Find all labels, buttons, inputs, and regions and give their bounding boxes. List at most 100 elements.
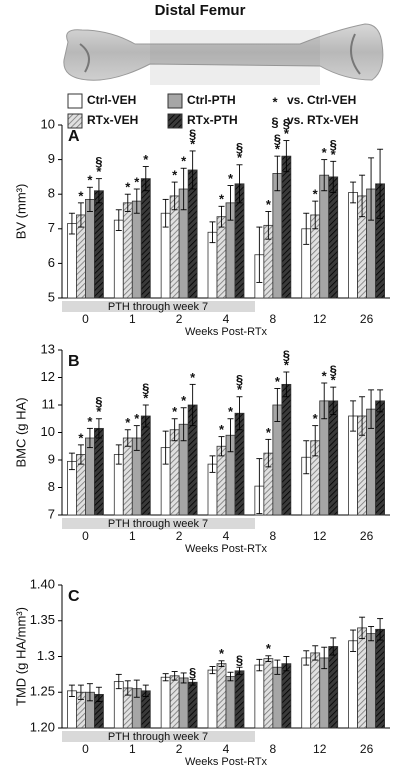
y-tick-label: 10 (41, 116, 55, 131)
y-tick-label: 7 (48, 506, 55, 521)
bar (366, 633, 376, 729)
y-axis-title: BV (mm³) (13, 184, 28, 240)
legend-label: RTx-PTH (187, 113, 238, 127)
legend-swatch (67, 113, 83, 129)
error-bar (77, 444, 84, 465)
y-tick-label: 8 (48, 186, 55, 201)
error-bar (283, 140, 290, 173)
error-bar (77, 202, 84, 228)
significance-marker: * (87, 173, 93, 188)
bar (178, 677, 189, 729)
bar (375, 628, 385, 729)
significance-marker: § (283, 347, 290, 362)
error-bar (115, 209, 122, 231)
significance-marker: * (284, 357, 290, 372)
significance-marker: * (237, 150, 243, 165)
x-tick-label: 26 (360, 529, 374, 543)
significance-marker: * (228, 404, 234, 419)
significance-marker: * (275, 142, 281, 157)
error-bar (321, 382, 328, 420)
error-bar (189, 383, 196, 427)
significance-marker: * (181, 393, 187, 408)
significance-marker: * (284, 126, 290, 141)
legend-swatch (167, 93, 183, 109)
bar (169, 429, 180, 516)
x-tick-label: 26 (360, 742, 374, 756)
error-bar (274, 388, 281, 422)
significance-marker: § (236, 140, 243, 155)
x-axis-title: Weeks Post-RTx (185, 543, 268, 555)
error-bar (368, 157, 375, 221)
bar (328, 176, 339, 299)
error-bar (274, 659, 281, 675)
error-bar (133, 188, 140, 214)
error-bar (236, 396, 243, 431)
error-bar (236, 164, 243, 204)
legend-symbol: § (271, 114, 278, 129)
error-bar (312, 200, 319, 230)
significance-marker: * (96, 404, 102, 419)
bar (94, 427, 104, 516)
significance-marker: * (322, 368, 328, 383)
x-tick-label: 8 (270, 312, 277, 326)
significance-marker: * (219, 646, 225, 661)
bar (216, 216, 227, 299)
error-bar (283, 371, 290, 398)
x-tick-label: 4 (223, 312, 230, 326)
significance-marker: * (181, 154, 187, 169)
y-tick-label: 13 (41, 341, 55, 356)
x-tick-label: 4 (223, 529, 230, 543)
error-bar (368, 389, 375, 429)
significance-marker: * (87, 414, 93, 429)
error-bar (265, 211, 272, 240)
figure-title: Distal Femur (155, 2, 246, 19)
significance-marker: § (236, 653, 243, 668)
bar (140, 415, 151, 516)
error-bar (330, 160, 337, 193)
bar (122, 437, 133, 516)
treatment-band-label: PTH through week 7 (108, 518, 208, 530)
y-tick-label: 1.25 (30, 684, 55, 699)
error-bar (189, 150, 196, 190)
y-tick-label: 8 (48, 479, 55, 494)
x-tick-label: 2 (176, 312, 183, 326)
bar (85, 437, 95, 516)
legend-symbol: * (272, 94, 278, 109)
bar (131, 200, 142, 299)
bar (328, 646, 339, 729)
error-bar (142, 166, 149, 192)
treatment-band (62, 301, 255, 312)
bar (328, 400, 339, 516)
significance-marker: * (78, 188, 84, 203)
error-bar (180, 167, 187, 211)
bar (272, 173, 283, 299)
bar (310, 652, 321, 729)
error-bar (95, 686, 102, 702)
y-tick-label: 6 (48, 255, 55, 270)
x-tick-label: 1 (129, 312, 136, 326)
x-tick-label: 26 (360, 312, 374, 326)
error-bar (283, 656, 290, 672)
bar (169, 195, 180, 299)
error-bar (218, 205, 225, 228)
bar (234, 670, 245, 729)
error-bar (115, 444, 122, 465)
treatment-band-label: PTH through week 7 (108, 301, 208, 313)
bar (319, 174, 330, 299)
legend-label: Ctrl-VEH (87, 93, 136, 107)
significance-marker: * (322, 145, 328, 160)
error-bar (133, 425, 140, 451)
significance-marker: * (125, 180, 131, 195)
y-tick-label: 5 (48, 289, 55, 304)
error-bar (124, 193, 131, 212)
significance-marker: * (219, 422, 225, 437)
significance-marker: * (331, 147, 337, 162)
error-bar (115, 673, 122, 690)
legend-swatch (67, 93, 83, 109)
error-bar (162, 198, 169, 228)
x-tick-label: 8 (270, 529, 277, 543)
error-bar (265, 655, 272, 662)
error-bar (86, 683, 93, 702)
